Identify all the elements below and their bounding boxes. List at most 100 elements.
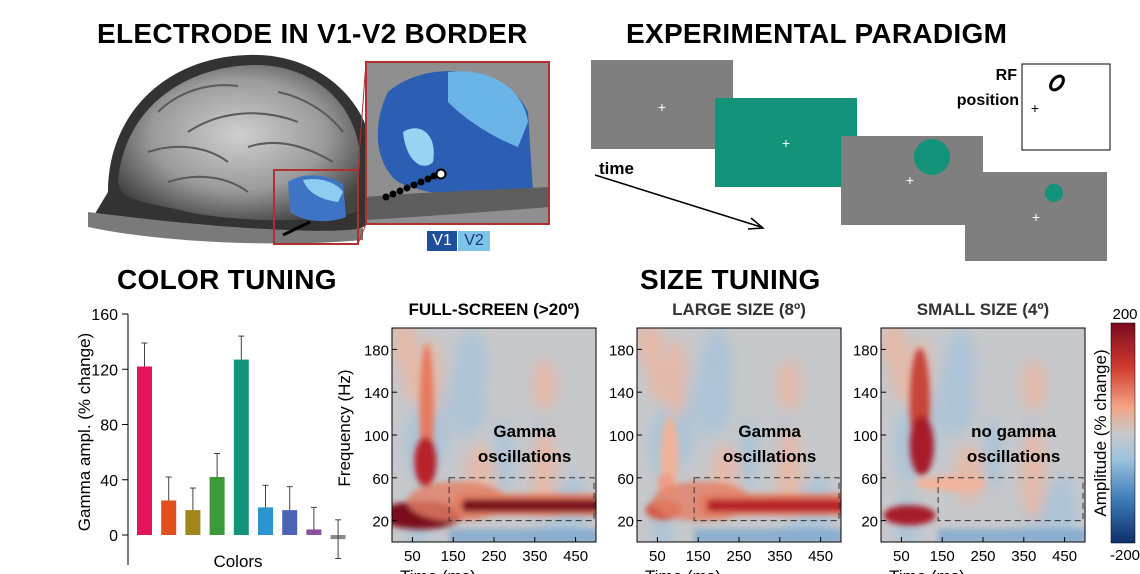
color-bar (209, 476, 225, 535)
large-stimulus-screen (841, 136, 983, 225)
small-stimulus-screen (965, 172, 1107, 261)
colorbar (1110, 322, 1136, 544)
gamma-window-box (693, 477, 840, 522)
annotation-line2: oscillations (723, 447, 817, 466)
freq-tick-label: 20 (617, 514, 634, 531)
legend-v1: V1 (427, 231, 457, 251)
size-tuning-figure: Frequency (Hz) FULL-SCREEN (>20º) Gamma os… (335, 300, 1140, 574)
time-axis-label: Time (ms) (400, 567, 476, 574)
freq-tick-label: 140 (609, 385, 634, 402)
freq-tick-label: 60 (617, 471, 634, 488)
brain-base (88, 212, 363, 244)
time-tick-label: 250 (970, 548, 995, 565)
v2-region-large (448, 71, 528, 147)
bar-y-tick-label: 160 (91, 307, 118, 324)
freq-tick-label: 20 (372, 514, 389, 531)
electrode-small (282, 220, 311, 237)
time-tick-label: 450 (808, 548, 833, 565)
time-tick-label: 150 (441, 548, 466, 565)
spectrogram-panel: FULL-SCREEN (>20º) Gamma oscillations 20 60 1… (364, 300, 597, 574)
freq-tick-label: 180 (364, 342, 389, 359)
time-tick-label: 350 (522, 548, 547, 565)
v2-region-small (303, 179, 343, 202)
freq-tick-label: 60 (861, 471, 878, 488)
time-tick-label: 450 (1052, 548, 1077, 565)
annotation-line1: no gamma (971, 422, 1057, 441)
gray-screen (591, 60, 733, 149)
color-bar (137, 366, 152, 535)
color-bar (282, 510, 298, 535)
rf-label-1: RF (996, 67, 1018, 84)
annotation-line2: oscillations (478, 447, 572, 466)
color-tuning-chart: Gamma ampl. (% change) 0 40 80 120 160 Color… (75, 307, 346, 571)
electrode-contacts (382, 168, 447, 201)
freq-tick-label: 20 (861, 514, 878, 531)
color-bar (258, 507, 273, 535)
freq-y-label: Frequency (Hz) (335, 369, 354, 486)
freq-tick-label: 60 (372, 471, 389, 488)
svg-text:+: + (658, 99, 666, 115)
annotation-line1: Gamma (738, 422, 801, 441)
svg-text:+: + (782, 135, 790, 151)
gamma-window-box (937, 477, 1084, 522)
large-stimulus (914, 139, 950, 175)
time-axis-label: Time (ms) (889, 567, 965, 574)
time-tick-label: 350 (767, 548, 792, 565)
paradigm-title: EXPERIMENTAL PARADIGM (626, 18, 1008, 49)
color-tuning-title: COLOR TUNING (117, 264, 337, 295)
svg-text:+: + (1031, 100, 1039, 116)
time-tick-label: 350 (1011, 548, 1036, 565)
time-tick-label: 150 (686, 548, 711, 565)
svg-text:+: + (906, 172, 914, 188)
bar-y-tick-label: 120 (91, 362, 118, 379)
small-stimulus (1045, 184, 1063, 202)
freq-tick-label: 100 (364, 428, 389, 445)
rf-label-2: position (957, 92, 1019, 109)
time-tick-label: 150 (930, 548, 955, 565)
bar-y-tick-label: 40 (100, 473, 118, 490)
rf-box (1021, 63, 1111, 151)
fullscreen-stimulus (715, 98, 857, 187)
zoom-box-small (273, 169, 359, 245)
time-arrow (594, 174, 762, 228)
time-tick-label: 450 (563, 548, 588, 565)
bar-y-tick-label: 0 (109, 528, 118, 545)
annotation-line1: Gamma (493, 422, 556, 441)
freq-tick-label: 180 (609, 342, 634, 359)
time-tick-label: 50 (404, 548, 421, 565)
time-label: time (599, 159, 634, 178)
spectrogram-panel: SMALL SIZE (4º) no gamma oscillations 20 60 1… (853, 300, 1086, 574)
panel-title: SMALL SIZE (4º) (917, 300, 1049, 319)
bar-x-label: Colors (213, 552, 262, 571)
time-tick-label: 50 (649, 548, 666, 565)
brain-figure (88, 54, 550, 245)
colorbar-label: Amplitude (% change) (1091, 349, 1110, 516)
freq-tick-label: 180 (853, 342, 878, 359)
time-tick-label: 250 (726, 548, 751, 565)
panel-title: FULL-SCREEN (>20º) (408, 300, 579, 319)
time-axis-label: Time (ms) (645, 567, 721, 574)
bar-y-label: Gamma ampl. (% change) (75, 333, 94, 531)
freq-tick-label: 140 (853, 385, 878, 402)
time-tick-label: 250 (481, 548, 506, 565)
color-bar (306, 529, 322, 535)
gamma-window-box (448, 477, 595, 522)
color-bar (161, 500, 177, 535)
colorbar-min: -200 (1110, 547, 1140, 564)
color-bar (233, 359, 249, 535)
color-bar (185, 510, 201, 535)
time-tick-label: 50 (893, 548, 910, 565)
freq-tick-label: 140 (364, 385, 389, 402)
electrode-title: ELECTRODE IN V1-V2 BORDER (97, 18, 528, 49)
legend-v2: V2 (458, 231, 490, 251)
panel-title: LARGE SIZE (8º) (672, 300, 806, 319)
bar-y-tick-label: 80 (100, 418, 118, 435)
paradigm-figure: + + + + time + RF position (591, 60, 1111, 261)
spectrogram-panel: LARGE SIZE (8º) Gamma oscillations 20 60 100 1… (609, 300, 842, 574)
freq-tick-label: 100 (609, 428, 634, 445)
freq-tick-label: 100 (853, 428, 878, 445)
colorbar-max: 200 (1112, 306, 1137, 323)
size-tuning-title: SIZE TUNING (640, 264, 821, 295)
svg-text:+: + (1032, 209, 1040, 225)
rf-ellipse (1049, 74, 1065, 92)
